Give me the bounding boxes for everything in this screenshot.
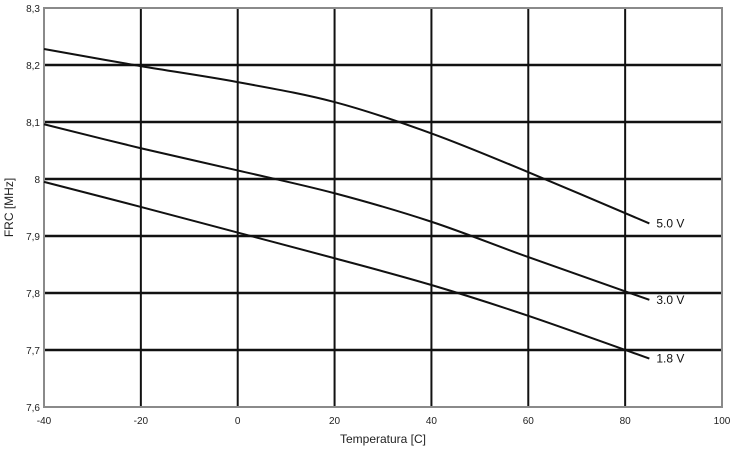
series-labels: 5.0 V 3.0 V 1.8 V	[656, 216, 684, 365]
x-tick-label: 60	[523, 416, 535, 427]
x-tick-label: -40	[37, 416, 52, 427]
series-line-1	[43, 123, 650, 301]
series-lines	[43, 48, 650, 360]
y-tick-label: 8,1	[26, 118, 40, 129]
series-label-2: 1.8 V	[656, 352, 684, 366]
y-tick-label: 7,9	[26, 232, 40, 243]
y-tick-label: 8	[34, 175, 40, 186]
x-axis-title: Temperatura [C]	[340, 432, 426, 446]
x-tick-label: -20	[134, 416, 149, 427]
plot-frame	[43, 7, 723, 408]
series-line-0	[43, 48, 650, 225]
y-tick-label: 7,7	[26, 346, 40, 357]
y-tick-label: 7,6	[26, 403, 40, 414]
y-tick-label: 7,8	[26, 289, 40, 300]
series-label-1: 3.0 V	[656, 293, 684, 307]
x-tick-label: 100	[714, 416, 731, 427]
tick-labels: -40 -20 0 20 40 60 80 100 7,6 7,7 7,8 7,9 8 8,1 8,2 8,3	[26, 4, 731, 427]
series-label-0: 5.0 V	[656, 216, 684, 230]
series-line-2	[43, 180, 650, 360]
x-tick-label: 20	[329, 416, 341, 427]
x-tick-label: 0	[235, 416, 241, 427]
y-tick-label: 8,2	[26, 61, 40, 72]
grid-lines	[44, 8, 722, 407]
x-tick-label: 80	[620, 416, 632, 427]
x-tick-label: 40	[426, 416, 438, 427]
y-tick-label: 8,3	[26, 4, 40, 15]
y-axis-title: FRC [MHz]	[2, 178, 16, 237]
